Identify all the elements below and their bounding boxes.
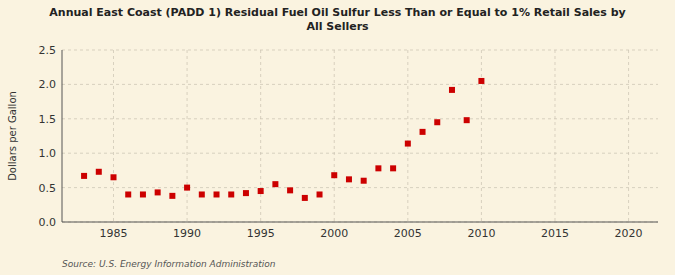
y-tick-label: 2.5 xyxy=(39,44,57,57)
x-grid-line xyxy=(334,50,335,222)
point xyxy=(228,191,234,197)
x-tick-label: 2010 xyxy=(467,227,495,240)
point xyxy=(214,191,220,197)
point xyxy=(287,187,293,193)
point xyxy=(272,181,278,187)
y-grid-line xyxy=(62,118,658,119)
x-grid-line xyxy=(628,50,629,222)
y-grid-line xyxy=(62,187,658,188)
point xyxy=(420,129,426,135)
point xyxy=(302,195,308,201)
x-tick-label: 1990 xyxy=(173,227,201,240)
x-grid-line xyxy=(260,50,261,222)
x-tick-label: 2020 xyxy=(615,227,643,240)
point xyxy=(125,191,131,197)
chart: Annual East Coast (PADD 1) Residual Fuel… xyxy=(0,0,675,275)
point xyxy=(96,169,102,175)
point xyxy=(361,178,367,184)
point xyxy=(434,119,440,125)
points xyxy=(81,78,484,201)
x-tick-label: 2005 xyxy=(394,227,422,240)
point xyxy=(243,190,249,196)
y-tick-label: 0.5 xyxy=(39,182,57,195)
point xyxy=(478,78,484,84)
y-tick-label: 1.5 xyxy=(39,113,57,126)
point xyxy=(317,191,323,197)
point xyxy=(258,188,264,194)
x-grid-line xyxy=(187,50,188,222)
point xyxy=(346,176,352,182)
point xyxy=(81,173,87,179)
y-grid-line xyxy=(62,84,658,85)
point xyxy=(111,174,117,180)
title: Annual East Coast (PADD 1) Residual Fuel… xyxy=(49,6,625,33)
grid xyxy=(62,50,658,222)
x-grid-line xyxy=(481,50,482,222)
x-tick-label: 1985 xyxy=(100,227,128,240)
point xyxy=(155,189,161,195)
y-grid-line xyxy=(62,153,658,154)
source: Source: U.S. Energy Information Administ… xyxy=(62,259,276,269)
point xyxy=(331,172,337,178)
y-axis-line xyxy=(62,50,63,222)
y-axis-label: Dollars per Gallon xyxy=(7,91,18,181)
y-grid-line xyxy=(62,222,658,223)
point xyxy=(184,185,190,191)
point xyxy=(405,141,411,147)
point xyxy=(140,191,146,197)
point xyxy=(390,165,396,171)
point xyxy=(449,87,455,93)
y-tick-label: 2.0 xyxy=(39,78,57,91)
x-tick-label: 2000 xyxy=(320,227,348,240)
point xyxy=(375,165,381,171)
x-grid-line xyxy=(554,50,555,222)
point xyxy=(169,193,175,199)
x-tick-label: 1995 xyxy=(247,227,275,240)
y-grid-line xyxy=(62,50,658,51)
y-tick-label: 0.0 xyxy=(39,216,57,229)
x-grid-line xyxy=(113,50,114,222)
x-tick-label: 2015 xyxy=(541,227,569,240)
point xyxy=(464,117,470,123)
x-grid-line xyxy=(407,50,408,222)
point xyxy=(199,191,205,197)
y-tick-label: 1.0 xyxy=(39,147,57,160)
x-axis-line xyxy=(62,222,658,223)
